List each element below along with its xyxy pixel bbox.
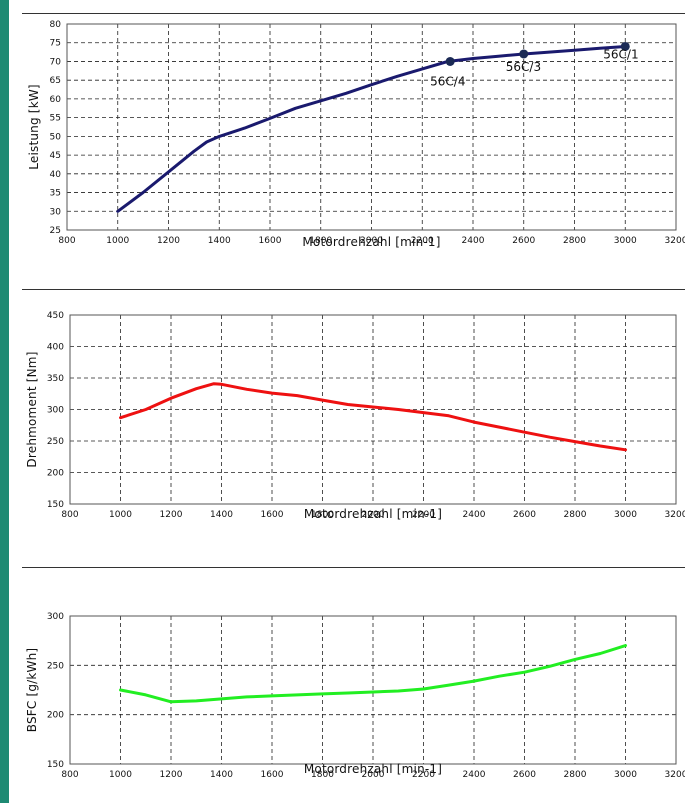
bsfc-x-tick-label: 2200	[412, 770, 435, 780]
bsfc-y-tick-label: 250	[47, 661, 64, 671]
torque-y-tick-label: 250	[47, 437, 64, 447]
torque-x-axis-label: Motordrehzahl [min-1]	[304, 507, 442, 521]
torque-series-line	[119, 382, 627, 452]
torque-y-tick-label: 300	[47, 406, 64, 416]
power-x-tick-label: 1000	[106, 236, 129, 246]
bsfc-x-tick-label: 800	[61, 770, 78, 780]
bsfc-x-tick-label: 1600	[261, 770, 284, 780]
bsfc-x-tick-label: 2000	[362, 770, 385, 780]
torque-x-tick-label: 3200	[665, 510, 685, 520]
power-marker-label: 56C/1	[603, 47, 638, 61]
power-x-axis-label: Motordrehzahl [min-1]	[302, 235, 440, 249]
bsfc-x-tick-label: 2400	[463, 770, 486, 780]
panel-divider-top	[22, 13, 685, 14]
bsfc-y-tick-label: 300	[47, 612, 64, 622]
torque-x-tick-label: 2400	[463, 510, 486, 520]
bsfc-y-tick-label: 150	[47, 760, 64, 770]
torque-x-tick-label: 1400	[210, 510, 233, 520]
bsfc-x-tick-label: 1800	[311, 770, 334, 780]
torque-y-axis-label: Drehmoment [Nm]	[25, 351, 39, 467]
power-x-tick-label: 2200	[411, 236, 434, 246]
torque-x-tick-label: 3000	[614, 510, 637, 520]
power-y-tick-label: 25	[50, 226, 61, 236]
bsfc-x-tick-label: 1000	[109, 770, 132, 780]
power-marker-point	[620, 41, 630, 51]
power-y-tick-label: 70	[50, 57, 62, 67]
power-x-tick-label: 800	[58, 236, 75, 246]
torque-y-tick-label: 400	[47, 343, 64, 353]
torque-x-tick-label: 1000	[109, 510, 132, 520]
bsfc-plot-frame	[69, 615, 677, 765]
power-x-tick-label: 1400	[208, 236, 231, 246]
power-y-tick-label: 65	[50, 76, 61, 86]
power-y-tick-label: 80	[50, 20, 62, 30]
bsfc-x-tick-label: 1400	[210, 770, 233, 780]
bsfc-x-axis-label: Motordrehzahl [min-1]	[304, 762, 442, 776]
power-x-tick-label: 2800	[563, 236, 586, 246]
bsfc-series-line	[119, 644, 627, 704]
torque-x-tick-label: 1600	[261, 510, 284, 520]
torque-x-tick-label: 1800	[311, 510, 334, 520]
bsfc-x-tick-label: 2600	[513, 770, 536, 780]
power-marker-label: 56C/4	[430, 74, 465, 88]
power-series-line	[116, 45, 627, 213]
power-y-axis-label: Leistung [kW]	[27, 84, 41, 170]
torque-x-tick-label: 800	[61, 510, 78, 520]
bsfc-x-tick-label: 1200	[160, 770, 183, 780]
accent-bar	[0, 0, 9, 803]
torque-x-tick-label: 2000	[362, 510, 385, 520]
power-y-tick-label: 55	[50, 114, 61, 124]
torque-plot-frame	[69, 314, 677, 505]
bsfc-y-tick-label: 200	[47, 711, 64, 721]
power-plot-frame	[66, 23, 677, 231]
power-x-tick-label: 2600	[512, 236, 535, 246]
power-y-tick-label: 45	[50, 151, 61, 161]
power-x-tick-label: 1200	[157, 236, 180, 246]
bsfc-x-tick-label: 3000	[614, 770, 637, 780]
power-y-tick-label: 40	[50, 170, 62, 180]
torque-y-tick-label: 150	[47, 500, 64, 510]
power-x-tick-label: 2400	[462, 236, 485, 246]
power-y-tick-label: 60	[50, 95, 62, 105]
power-y-tick-label: 75	[50, 39, 61, 49]
torque-x-tick-label: 2200	[412, 510, 435, 520]
power-marker-point	[445, 56, 455, 66]
power-x-tick-label: 2000	[360, 236, 383, 246]
power-x-tick-label: 1800	[309, 236, 332, 246]
torque-x-tick-label: 2600	[513, 510, 536, 520]
power-y-tick-label: 30	[50, 207, 62, 217]
power-x-tick-label: 3000	[614, 236, 637, 246]
panel-divider-mid	[22, 289, 685, 290]
power-y-tick-label: 50	[50, 132, 62, 142]
bsfc-x-tick-label: 2800	[564, 770, 587, 780]
torque-y-tick-label: 200	[47, 469, 64, 479]
power-marker-label: 56C/3	[506, 60, 541, 74]
bsfc-y-axis-label: BSFC [g/kWh]	[25, 648, 39, 733]
power-y-tick-label: 35	[50, 189, 61, 199]
power-x-tick-label: 3200	[665, 236, 685, 246]
bsfc-x-tick-label: 3200	[665, 770, 685, 780]
panel-divider-bottom	[22, 567, 685, 568]
torque-x-tick-label: 2800	[564, 510, 587, 520]
power-x-tick-label: 1600	[259, 236, 282, 246]
torque-x-tick-label: 1200	[160, 510, 183, 520]
torque-y-tick-label: 350	[47, 374, 64, 384]
torque-y-tick-label: 450	[47, 311, 64, 321]
power-marker-point	[519, 49, 529, 59]
